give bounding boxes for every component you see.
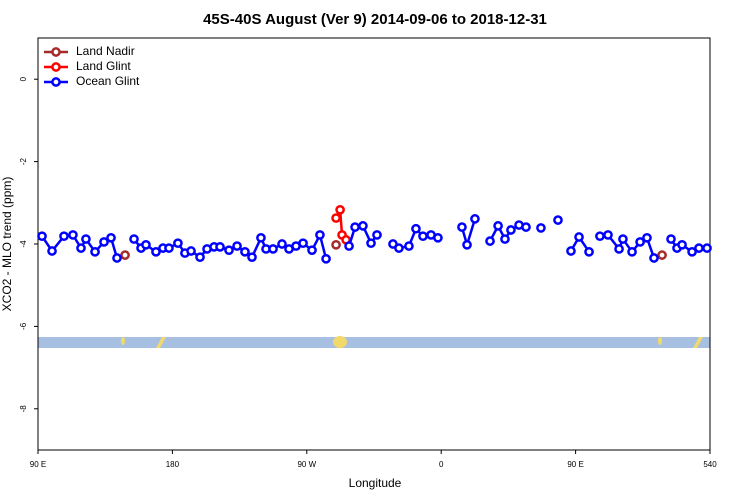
point (433, 232, 443, 243)
point (141, 239, 151, 250)
y-tick-label: -4 (19, 240, 28, 248)
point (81, 234, 91, 244)
point (331, 239, 341, 250)
point (694, 243, 704, 253)
y-tick-label: -8 (19, 405, 28, 413)
y-tick-label: 0 (19, 76, 28, 81)
point (404, 241, 414, 251)
point (366, 238, 376, 249)
point (493, 221, 503, 231)
point (268, 244, 278, 254)
point (240, 246, 250, 257)
point (47, 246, 57, 256)
y-tick-label: -2 (19, 157, 28, 165)
y-axis-label: XCO2 - MLO trend (ppm) (0, 177, 14, 312)
legend-marker (51, 62, 61, 72)
legend-label: Land Nadir (76, 44, 135, 58)
point (470, 214, 480, 224)
point (173, 238, 183, 249)
point (457, 222, 467, 232)
point (321, 253, 331, 264)
point (106, 232, 116, 243)
point (224, 245, 234, 256)
point (247, 252, 257, 263)
point (418, 231, 428, 242)
point (90, 246, 100, 257)
point (350, 222, 360, 232)
legend-marker (51, 47, 61, 57)
point (335, 204, 345, 215)
point (462, 239, 472, 250)
point (99, 237, 109, 247)
point (553, 215, 563, 225)
point (256, 232, 266, 243)
point (68, 230, 78, 240)
point (120, 250, 130, 260)
point (603, 230, 613, 240)
point (37, 231, 47, 242)
x-tick-label: 0 (439, 460, 444, 469)
point (687, 246, 697, 257)
point (315, 230, 325, 240)
land-mask-strip (38, 336, 710, 348)
point (574, 232, 584, 242)
point (500, 234, 510, 244)
point (112, 253, 122, 263)
legend-label: Ocean Glint (76, 74, 140, 88)
x-tick-label: 90 E (30, 460, 46, 469)
point (649, 253, 659, 263)
point (164, 243, 174, 253)
point (677, 239, 687, 250)
point (232, 241, 242, 251)
point (298, 238, 308, 249)
point (627, 246, 637, 257)
point (344, 241, 354, 251)
point (331, 213, 341, 223)
point (702, 243, 712, 253)
chart-title: 45S-40S August (Ver 9) 2014-09-06 to 201… (203, 11, 547, 28)
point (186, 246, 196, 256)
point (536, 223, 546, 233)
point (642, 232, 652, 243)
point (59, 231, 69, 242)
point (129, 234, 139, 244)
legend-label: Land Glint (76, 59, 131, 73)
point (358, 221, 368, 231)
point (584, 246, 594, 257)
point (618, 234, 628, 244)
x-tick-label: 90 E (567, 460, 583, 469)
point (595, 231, 605, 242)
x-tick-label: 90 W (297, 460, 316, 469)
point (277, 239, 287, 249)
point (566, 246, 576, 256)
point (635, 237, 645, 247)
x-axis-label: Longitude (349, 476, 402, 490)
point (666, 234, 676, 244)
point (485, 236, 495, 246)
x-tick-label: 540 (703, 460, 717, 469)
point (307, 245, 317, 256)
point (521, 222, 531, 232)
point (372, 230, 382, 240)
x-tick-label: 180 (166, 460, 180, 469)
point (76, 243, 86, 253)
point (411, 223, 421, 234)
point (614, 244, 624, 254)
point (195, 252, 205, 263)
point (215, 242, 225, 252)
y-tick-label: -6 (19, 322, 28, 330)
point (394, 243, 404, 253)
point (506, 225, 516, 235)
point (657, 250, 667, 260)
legend-marker (51, 77, 61, 87)
point (151, 246, 161, 257)
